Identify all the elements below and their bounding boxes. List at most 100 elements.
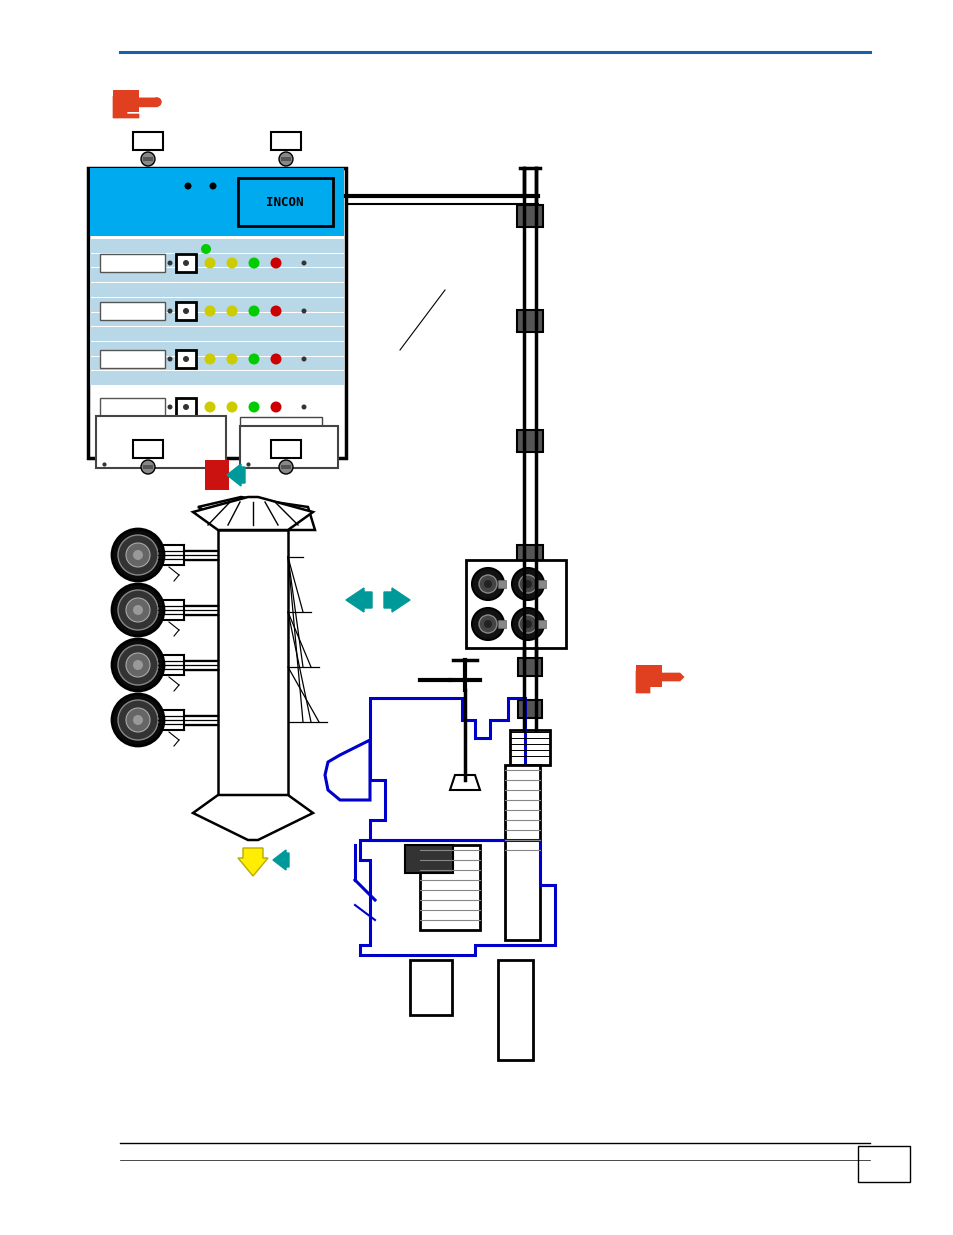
Circle shape (201, 245, 211, 254)
Circle shape (248, 258, 259, 268)
Circle shape (126, 653, 150, 677)
Circle shape (518, 615, 537, 634)
Polygon shape (636, 671, 683, 693)
Bar (410, 960, 452, 1015)
Bar (90, 168, 344, 236)
Bar (636, 664, 649, 680)
Circle shape (183, 261, 189, 266)
Bar (100, 303, 165, 320)
Bar (504, 764, 539, 940)
Bar (497, 580, 505, 588)
Polygon shape (127, 98, 157, 106)
Bar (90, 253, 344, 268)
FancyArrow shape (346, 588, 372, 613)
Circle shape (248, 401, 259, 412)
Polygon shape (198, 496, 314, 530)
Circle shape (512, 568, 543, 600)
Circle shape (168, 261, 172, 266)
Polygon shape (193, 496, 313, 530)
Circle shape (112, 638, 164, 692)
Bar (90, 342, 344, 356)
Circle shape (226, 258, 237, 268)
Circle shape (112, 584, 164, 636)
Bar (90, 327, 344, 341)
Bar (175, 303, 195, 320)
Bar (175, 350, 195, 368)
Circle shape (141, 459, 154, 474)
Circle shape (204, 401, 215, 412)
Circle shape (248, 353, 259, 364)
Bar (90, 357, 344, 370)
Circle shape (271, 258, 281, 268)
Bar (175, 254, 195, 272)
Text: INCON: INCON (266, 195, 303, 209)
Bar (517, 430, 542, 452)
Circle shape (478, 615, 497, 634)
Bar (419, 845, 479, 930)
Bar (643, 664, 661, 687)
Circle shape (141, 152, 154, 165)
Bar (143, 466, 152, 469)
Circle shape (271, 353, 281, 364)
Bar (497, 620, 505, 629)
Circle shape (478, 576, 497, 593)
Bar (271, 132, 301, 149)
Circle shape (518, 576, 537, 593)
Circle shape (118, 590, 158, 630)
Circle shape (278, 459, 293, 474)
Bar (281, 157, 291, 161)
Circle shape (184, 183, 192, 189)
Circle shape (118, 700, 158, 740)
Bar (143, 157, 152, 161)
Circle shape (523, 580, 532, 588)
Bar (90, 268, 344, 282)
Circle shape (168, 357, 172, 362)
Bar (90, 298, 344, 311)
Circle shape (523, 620, 532, 629)
FancyArrow shape (237, 848, 268, 876)
Bar (271, 440, 301, 458)
Circle shape (132, 659, 143, 671)
Bar (205, 459, 229, 490)
Circle shape (183, 356, 189, 362)
Circle shape (112, 529, 164, 580)
Bar (517, 310, 542, 332)
Bar (465, 559, 565, 648)
FancyArrow shape (227, 464, 245, 487)
Circle shape (183, 308, 189, 314)
Circle shape (301, 261, 306, 266)
Polygon shape (193, 795, 313, 840)
Bar (100, 398, 165, 416)
Circle shape (118, 645, 158, 685)
Circle shape (301, 405, 306, 410)
Circle shape (226, 353, 237, 364)
Bar (497, 960, 533, 1060)
FancyArrow shape (273, 850, 289, 869)
Bar (240, 417, 322, 431)
Circle shape (112, 694, 164, 746)
Bar (537, 620, 545, 629)
Circle shape (278, 152, 293, 165)
Bar (132, 440, 163, 458)
Bar (90, 372, 344, 385)
Circle shape (118, 535, 158, 576)
Circle shape (204, 258, 215, 268)
Circle shape (126, 598, 150, 622)
Circle shape (301, 357, 306, 362)
Bar (96, 416, 226, 468)
Bar (112, 90, 127, 106)
Bar (132, 132, 163, 149)
Circle shape (248, 305, 259, 316)
Circle shape (472, 608, 503, 640)
Circle shape (226, 401, 237, 412)
Bar (100, 350, 165, 368)
Bar (517, 205, 542, 227)
Circle shape (472, 568, 503, 600)
Circle shape (126, 708, 150, 732)
Bar (90, 240, 344, 253)
Bar (517, 700, 541, 718)
Bar (517, 545, 542, 567)
Bar (100, 254, 165, 272)
Polygon shape (450, 776, 479, 790)
Bar (240, 426, 337, 468)
